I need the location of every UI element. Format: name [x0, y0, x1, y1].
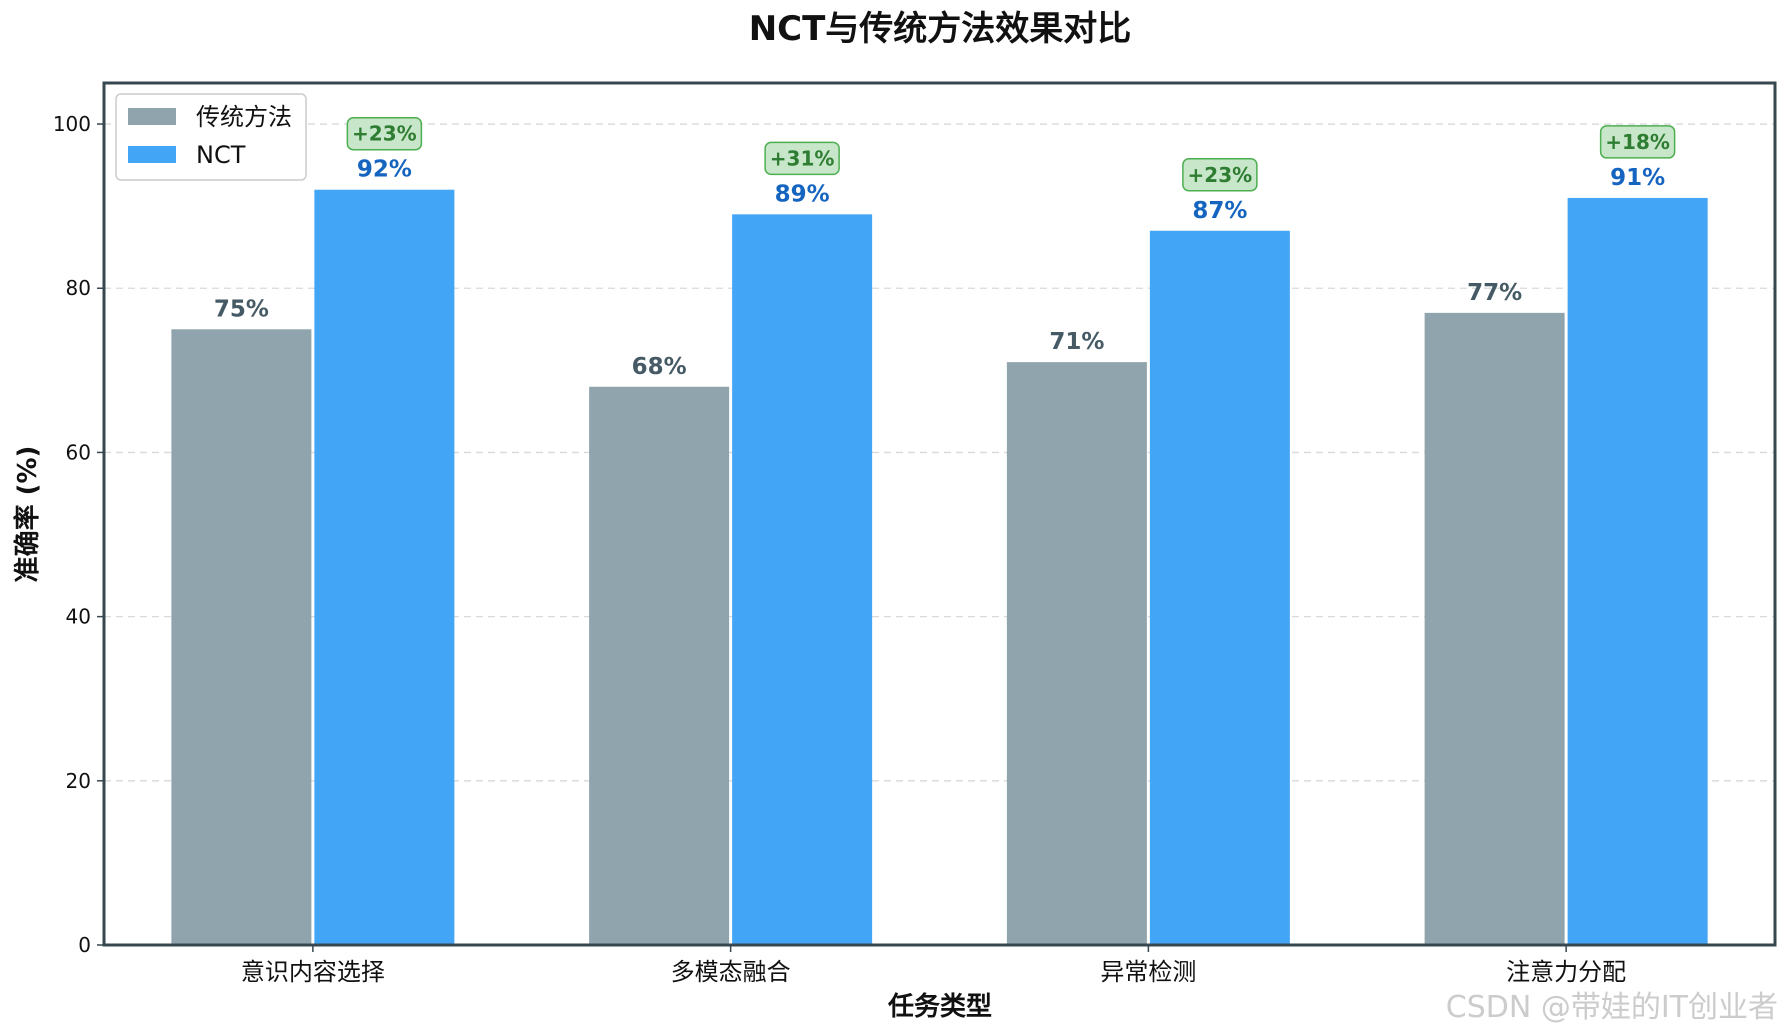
bar-traditional — [1424, 312, 1565, 945]
bar-traditional — [171, 329, 312, 945]
value-label-nct: 89% — [775, 181, 830, 207]
legend-label-traditional: 传统方法 — [196, 103, 292, 131]
improvement-badge — [764, 141, 840, 176]
legend: 传统方法 NCT — [115, 93, 307, 181]
x-axis-label: 任务类型 — [887, 992, 992, 1022]
y-axis-label: 准确率 (%) — [12, 446, 43, 583]
improvement-label: +23% — [1188, 163, 1253, 187]
y-tick-label: 0 — [78, 933, 91, 957]
value-label-traditional: 77% — [1467, 280, 1522, 306]
y-tick-label: 80 — [66, 276, 91, 300]
x-tick-label: 多模态融合 — [671, 958, 791, 986]
legend-swatch-nct — [128, 146, 176, 163]
bar-nct — [1567, 197, 1708, 945]
x-tick-label: 异常检测 — [1100, 958, 1196, 986]
y-tick-label: 60 — [66, 440, 91, 464]
bar-nct — [314, 189, 455, 945]
value-label-nct: 87% — [1192, 198, 1247, 224]
x-tick-label: 注意力分配 — [1506, 958, 1626, 986]
legend-label-nct: NCT — [196, 141, 246, 169]
bar-traditional — [589, 386, 730, 945]
improvement-badge — [1599, 125, 1676, 159]
value-label-traditional: 68% — [632, 354, 687, 380]
improvement-badge — [346, 116, 423, 151]
y-tick-label: 100 — [53, 112, 91, 136]
bar-traditional — [1006, 362, 1147, 946]
improvement-label: +18% — [1605, 130, 1670, 154]
bar-nct — [1149, 230, 1290, 945]
value-labels: 75% 92% 68% 89% 71% 87% 77% 91% — [214, 157, 1665, 380]
improvement-label: +23% — [352, 122, 417, 146]
legend-swatch-traditional — [128, 108, 176, 125]
bar-nct — [732, 214, 873, 945]
improvement-badge — [1182, 158, 1258, 192]
value-label-nct: 92% — [357, 157, 412, 183]
improvement-badges: +23% +31% +23% +18% — [346, 116, 1676, 192]
x-axis-ticks: 意识内容选择 多模态融合 异常检测 注意力分配 — [241, 945, 1626, 986]
watermark: CSDN @带娃的IT创业者 — [1446, 990, 1778, 1025]
plot-frame — [102, 81, 1777, 947]
value-label-traditional: 71% — [1049, 329, 1104, 355]
bars — [171, 189, 1708, 946]
chart-title: NCT与传统方法效果对比 — [749, 9, 1132, 49]
y-tick-label: 40 — [66, 605, 91, 629]
y-axis-ticks: 0 20 40 60 80 100 — [53, 112, 104, 957]
value-label-traditional: 75% — [214, 296, 269, 322]
value-label-nct: 91% — [1610, 165, 1665, 191]
y-tick-label: 20 — [66, 769, 91, 793]
x-tick-label: 意识内容选择 — [241, 958, 385, 986]
improvement-label: +31% — [770, 146, 835, 170]
